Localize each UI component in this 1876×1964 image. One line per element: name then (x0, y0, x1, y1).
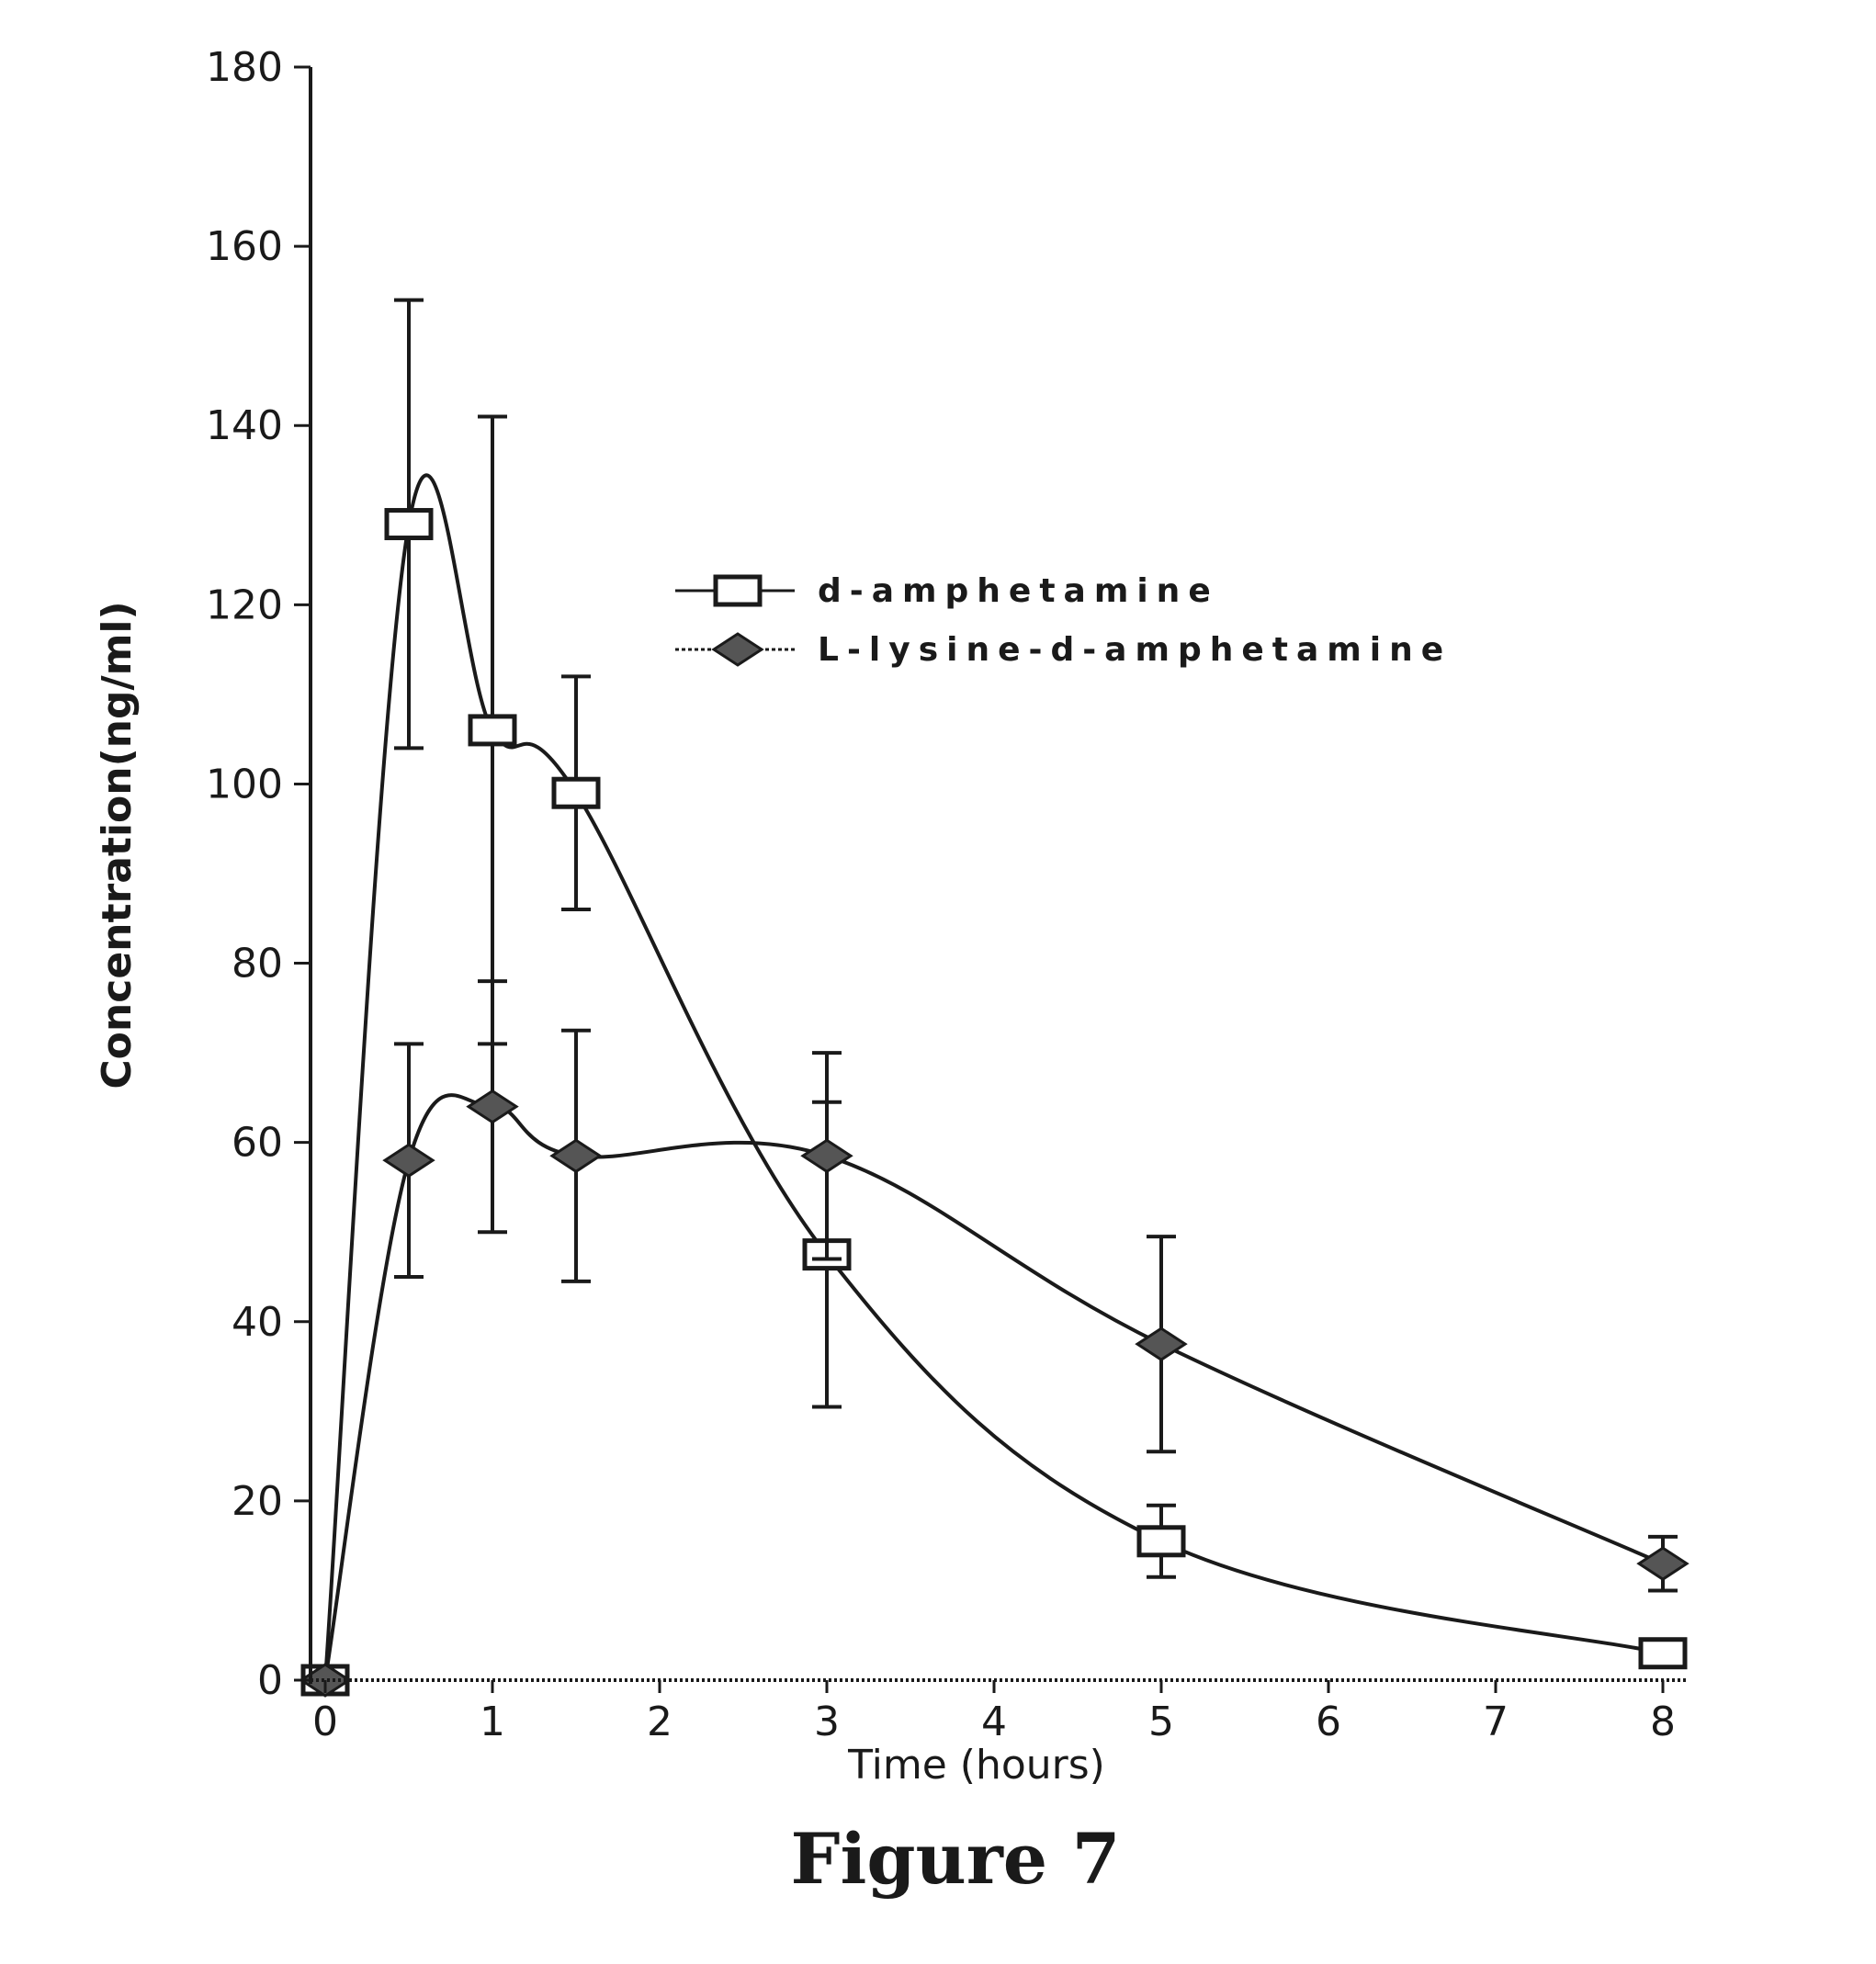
legend-label: L-lysine-d-amphetamine (818, 631, 1452, 669)
data-point (1636, 1546, 1690, 1581)
series-l-lysine-d-amphetamine (299, 979, 1690, 1698)
x-tick-label: 8 (1650, 1699, 1676, 1745)
x-tick-label: 4 (981, 1699, 1007, 1745)
y-tick-label: 20 (232, 1478, 283, 1525)
data-point (1136, 1525, 1186, 1558)
data-point (1135, 1326, 1188, 1361)
data-point (466, 1089, 519, 1124)
y-tick-label: 40 (232, 1299, 283, 1346)
y-tick-label: 160 (206, 223, 283, 270)
x-tick-label: 6 (1316, 1699, 1341, 1745)
x-axis-title: Time (hours) (847, 1742, 1105, 1789)
legend: d-amphetamine L-lysine-d-amphetamine (675, 572, 1452, 669)
x-tick-label: 5 (1148, 1699, 1174, 1745)
x-tick-label: 2 (647, 1699, 672, 1745)
y-tick-label: 100 (206, 761, 283, 807)
legend-marker (711, 632, 764, 667)
y-tick-label: 0 (257, 1657, 283, 1704)
series-line (323, 1093, 1664, 1681)
x-tick-label: 0 (312, 1699, 338, 1745)
y-tick-label: 140 (206, 402, 283, 449)
legend-marker (713, 574, 763, 607)
data-point (384, 508, 434, 541)
y-tick-label: 120 (206, 581, 283, 628)
x-tick-label: 3 (814, 1699, 840, 1745)
legend-label: d-amphetamine (818, 572, 1219, 610)
data-point (800, 1138, 853, 1174)
axes: 0 20 40 60 80 100 120 140 160 180 0 1 2 3 4 5 6 7 8 (206, 44, 1686, 1745)
x-tick-label: 1 (480, 1699, 505, 1745)
data-point (1638, 1637, 1688, 1670)
x-tick-label: 7 (1483, 1699, 1509, 1745)
figure-caption: Figure 7 (791, 1818, 1121, 1900)
y-tick-label: 180 (206, 44, 283, 91)
y-axis-title: Concentration(ng/ml) (94, 601, 141, 1089)
data-point (551, 776, 601, 809)
data-point (468, 714, 517, 747)
series-layer (299, 298, 1690, 1698)
y-tick-label: 80 (232, 941, 283, 988)
y-tick-label: 60 (232, 1120, 283, 1167)
data-point (549, 1138, 603, 1174)
data-point (382, 1143, 435, 1178)
